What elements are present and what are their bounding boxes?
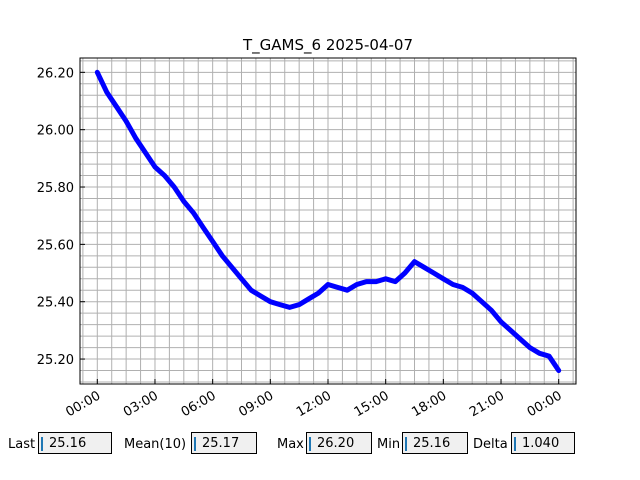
stat-last-label: Last xyxy=(8,437,36,452)
series-line xyxy=(94,69,562,373)
x-tick-label: 09:00 xyxy=(236,388,276,420)
stat-delta-value: 1.040 xyxy=(522,436,560,451)
y-axis: 25.20 25.40 25.60 25.80 26.00 26.20 xyxy=(37,66,85,368)
text-cursor-icon xyxy=(41,437,43,451)
x-tick-label: 18:00 xyxy=(409,388,449,420)
text-cursor-icon xyxy=(194,437,196,451)
y-tick-label: 26.20 xyxy=(37,66,74,81)
stat-mean-field[interactable]: 25.17 xyxy=(191,432,257,454)
stat-delta-label: Delta xyxy=(473,437,508,452)
y-tick-label: 25.80 xyxy=(37,181,74,196)
stat-min-field[interactable]: 25.16 xyxy=(402,432,468,454)
stat-mean-label: Mean(10) xyxy=(124,437,187,452)
stat-max-field[interactable]: 26.20 xyxy=(306,432,372,454)
x-tick-label: 15:00 xyxy=(352,388,392,420)
stat-max-label: Max xyxy=(277,437,304,452)
x-tick-label: 03:00 xyxy=(121,388,161,420)
y-tick-label: 25.60 xyxy=(37,238,74,253)
x-tick-label: 21:00 xyxy=(467,388,507,420)
y-tick-label: 26.00 xyxy=(37,124,74,139)
y-tick-label: 25.20 xyxy=(37,353,74,368)
text-cursor-icon xyxy=(405,437,407,451)
stat-min-value: 25.16 xyxy=(413,436,451,451)
chart: 00:00 03:00 06:00 09:00 12:00 15:00 18:00 21:00… xyxy=(37,36,577,420)
chart-title: T_GAMS_6 2025-04-07 xyxy=(242,36,413,55)
stats-bar: Last 25.16 Mean(10) 25.17 Max 26.20 Min … xyxy=(0,430,640,460)
x-tick-label: 06:00 xyxy=(179,388,219,420)
stat-mean-value: 25.17 xyxy=(202,436,240,451)
text-cursor-icon xyxy=(309,437,311,451)
x-tick-label: 00:00 xyxy=(525,388,565,420)
grid xyxy=(80,58,576,384)
stat-last-field[interactable]: 25.16 xyxy=(38,432,112,454)
x-tick-label: 00:00 xyxy=(63,388,103,420)
plot-frame xyxy=(79,57,577,385)
stat-delta-field[interactable]: 1.040 xyxy=(511,432,575,454)
stat-last-value: 25.16 xyxy=(49,436,87,451)
y-tick-label: 25.40 xyxy=(37,296,74,311)
x-tick-label: 12:00 xyxy=(294,388,334,420)
text-cursor-icon xyxy=(514,437,516,451)
x-axis: 00:00 03:00 06:00 09:00 12:00 15:00 18:00 21:00… xyxy=(63,379,565,420)
stat-max-value: 26.20 xyxy=(317,436,355,451)
stat-min-label: Min xyxy=(377,437,401,452)
